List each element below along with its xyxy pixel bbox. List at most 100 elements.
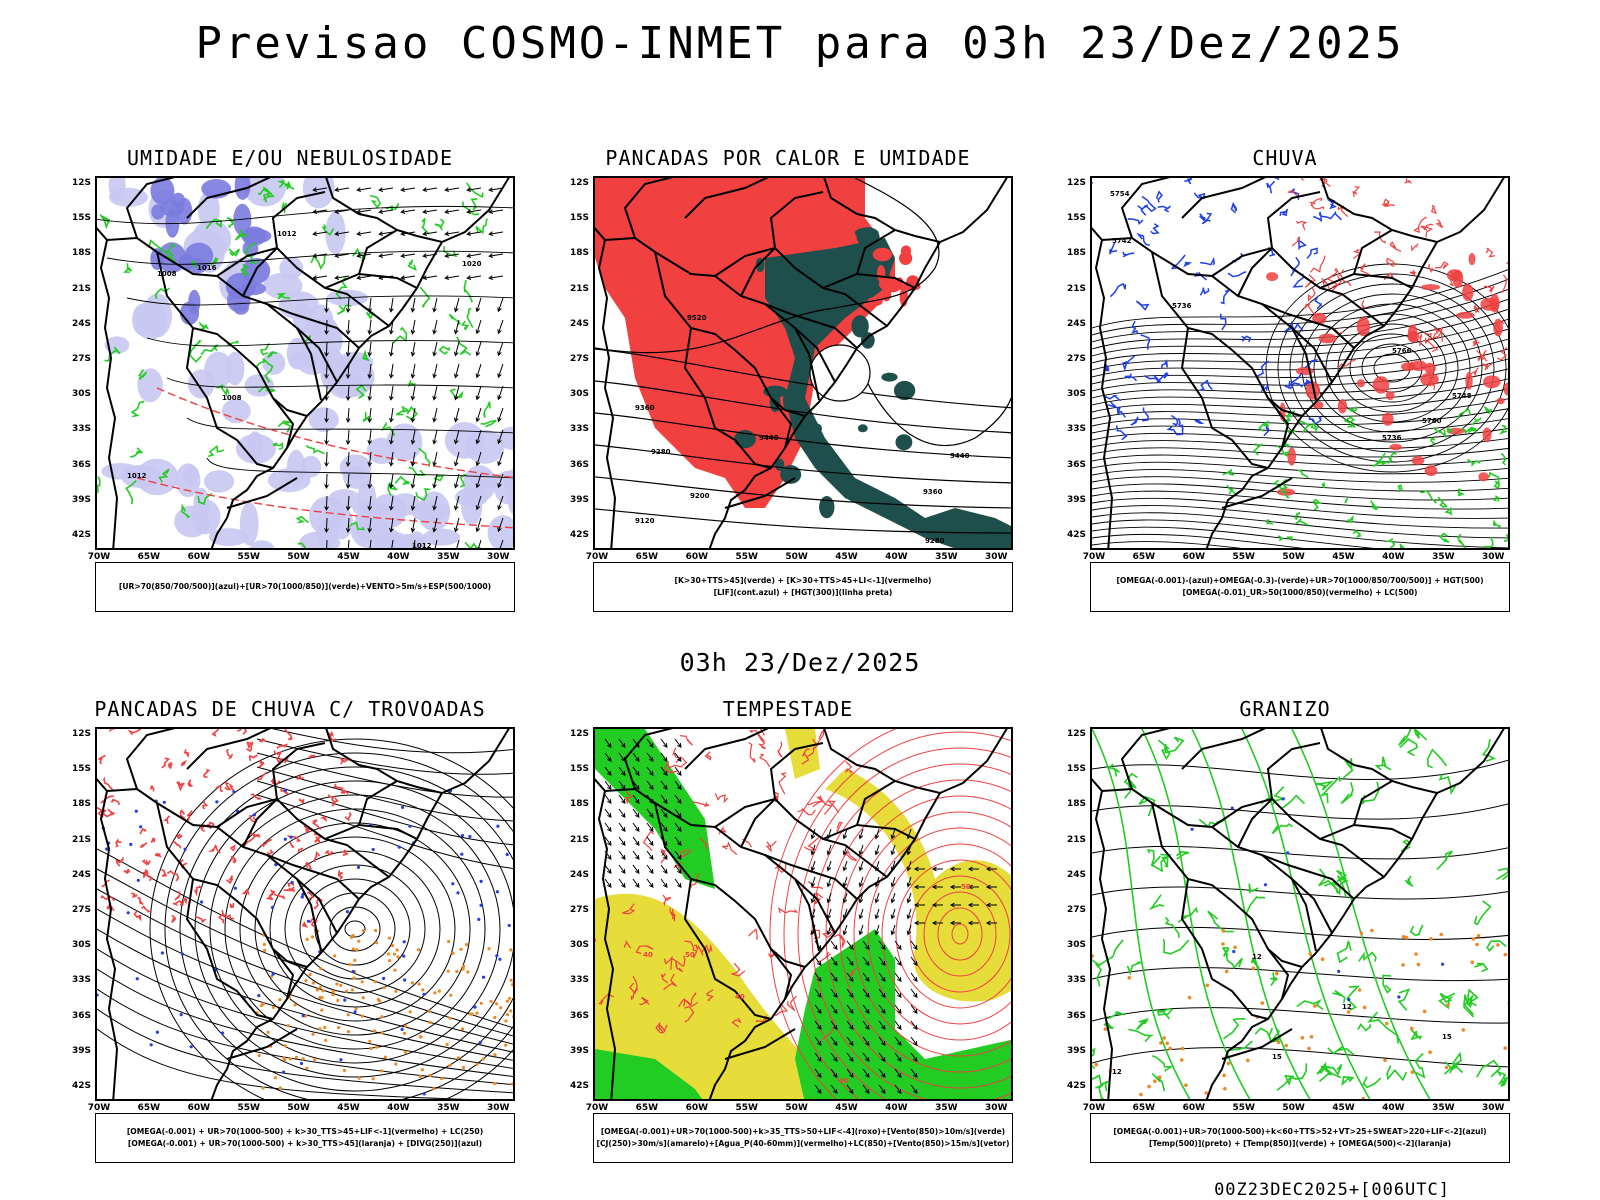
temperature-850-contour: [1474, 962, 1489, 973]
wind-vector: [830, 1020, 838, 1030]
low-humidity-contour: [355, 384, 367, 399]
low-humidity-contour: [264, 362, 274, 383]
contour-label: 40: [735, 993, 745, 1001]
temperature-850-contour: [1094, 1083, 1105, 1099]
wind-vector: [830, 988, 838, 998]
latitude-label: 36S: [1066, 459, 1086, 470]
water-vapor-contour: [951, 923, 969, 945]
low-humidity-contour: [104, 346, 121, 362]
wind-vector: [367, 385, 373, 401]
legend-box: [OMEGA(-0.001) + UR>70(1000-500) + k>30_…: [95, 1113, 515, 1163]
height-contour: [1092, 490, 1508, 510]
divergence-point: [252, 813, 256, 817]
shower-area: [357, 939, 361, 943]
omega-area: [1308, 952, 1313, 956]
rain-area: [1386, 257, 1396, 267]
water-vapor-contour: [853, 811, 1011, 1057]
divergence-point: [345, 910, 349, 914]
temperature-850-contour: [1138, 795, 1156, 817]
pressure-isobar: [146, 337, 513, 347]
shower-area: [388, 959, 392, 963]
heat-shower-area: [900, 245, 912, 256]
divergence-point: [400, 1027, 404, 1031]
omega-area: [1309, 1035, 1314, 1039]
water-vapor-contour: [895, 859, 1011, 1009]
legend-line: [LIF](cont.azul) + [HGT(300)](linha pret…: [713, 588, 893, 597]
water-vapor-contour: [680, 735, 693, 746]
low-humidity-contour: [257, 188, 272, 203]
omega-area: [1205, 983, 1210, 988]
coastline: [823, 729, 1008, 795]
thunderstorm-area: [241, 888, 250, 896]
contour-label: 1012: [277, 230, 297, 238]
thunderstorm-area: [133, 910, 142, 922]
omega-area: [1226, 1061, 1231, 1066]
latitude-label: 18S: [71, 799, 91, 810]
divergence-point: [200, 900, 204, 904]
country-border: [1267, 948, 1290, 1000]
thunderstorm-area: [341, 789, 349, 795]
divergence-point: [397, 845, 401, 849]
wind-vector: [345, 495, 351, 512]
wind-vector: [842, 924, 848, 936]
omega-area: [1471, 937, 1476, 941]
wind-vector: [910, 956, 918, 966]
rain-area: [1199, 213, 1206, 221]
shower-area: [273, 1076, 278, 1080]
wind-vector: [660, 864, 668, 874]
wind-vector: [453, 495, 460, 511]
wind-vector: [894, 1036, 902, 1046]
wind-vector: [324, 319, 329, 336]
thunderstorm-area: [171, 914, 177, 924]
wind-vector: [432, 341, 438, 357]
country-border: [1181, 729, 1266, 770]
shower-area: [368, 1039, 372, 1043]
country-border: [1266, 742, 1321, 800]
divergence-point: [126, 911, 130, 915]
low-humidity-contour: [448, 313, 462, 326]
latitude-label: 33S: [1066, 975, 1086, 986]
country-border: [683, 878, 772, 1020]
wind-vector: [660, 766, 668, 776]
thunderstorm-area: [102, 776, 114, 792]
shower-area: [427, 1009, 431, 1013]
thunderstorm-area: [195, 916, 207, 924]
country-border: [1291, 878, 1333, 934]
wind-vector: [660, 822, 668, 832]
temperature-850-contour: [1296, 998, 1324, 1011]
rain-area: [1220, 289, 1231, 305]
shower-area: [455, 969, 459, 974]
wind-vector: [356, 231, 372, 236]
coastline: [210, 792, 443, 1099]
country-border: [106, 236, 322, 401]
water-vapor-contour: [672, 747, 682, 764]
wind-vector: [497, 407, 504, 423]
shower-area: [509, 948, 513, 952]
hail-area: [1347, 998, 1351, 1002]
shower-area: [448, 1016, 452, 1020]
shower-area: [461, 1027, 465, 1031]
wind-vector: [444, 253, 460, 258]
water-vapor-contour: [699, 837, 709, 850]
latitude-label: 33S: [71, 424, 91, 435]
country-border: [272, 948, 295, 1000]
temperature-500-contour: [1092, 967, 1508, 982]
wind-vector: [814, 1004, 822, 1014]
instability-area: [854, 227, 879, 239]
humidity-area: [325, 211, 346, 255]
streamline: [164, 752, 513, 1099]
rain-area: [1219, 313, 1227, 331]
rain-area: [1160, 359, 1169, 369]
wind-vector: [312, 231, 328, 236]
streamline: [254, 836, 456, 1022]
wind-vector: [453, 297, 460, 313]
longitude-label: 50W: [287, 552, 310, 562]
divergence-point: [270, 905, 275, 909]
thunderstorm-area: [276, 743, 289, 750]
latitude-label: 24S: [71, 318, 91, 329]
humidity-area: [142, 293, 172, 338]
country-border: [770, 948, 793, 1000]
country-border: [242, 798, 278, 848]
latitude-label: 39S: [569, 1045, 589, 1056]
